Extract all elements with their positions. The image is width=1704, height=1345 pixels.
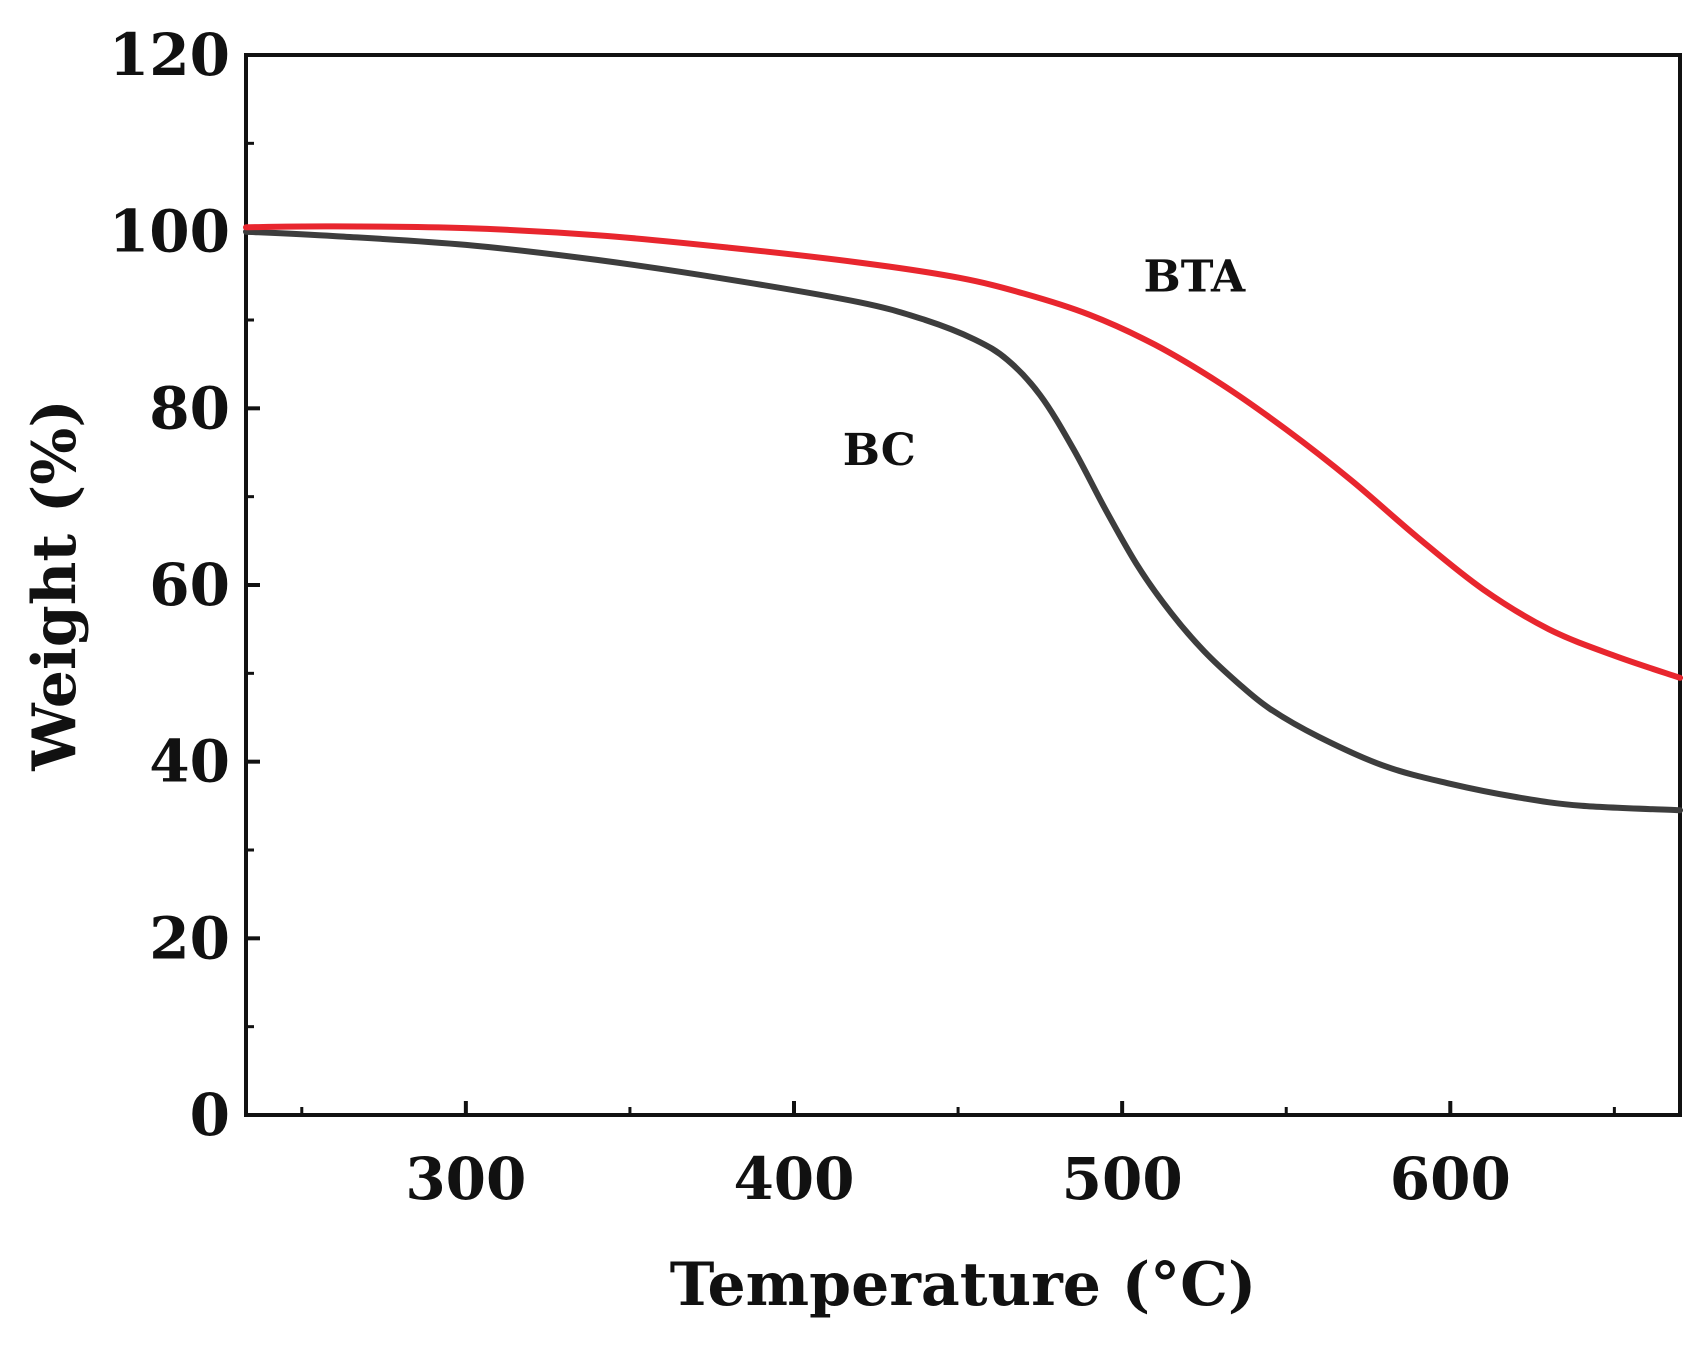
y-tick-label: 0 <box>190 1081 230 1149</box>
y-tick-label: 120 <box>109 21 230 89</box>
y-tick-label: 20 <box>149 904 230 972</box>
x-axis-title: Temperature (°C) <box>670 1250 1257 1320</box>
x-tick-label: 300 <box>405 1145 526 1213</box>
annotation-layer: BTA BC <box>843 252 1246 476</box>
y-axis-title: Weight (%) <box>20 399 90 771</box>
y-tick-label: 60 <box>149 551 230 619</box>
series-layer <box>243 223 1683 814</box>
y-tick-label: 40 <box>149 728 230 796</box>
series-label-bc: BC <box>843 425 916 476</box>
series-line-bc <box>243 228 1683 814</box>
y-tick-label: 100 <box>109 198 230 266</box>
series-label-bta: BTA <box>1144 252 1247 303</box>
y-tick-label: 80 <box>149 374 230 442</box>
x-tick-label: 500 <box>1062 1145 1183 1213</box>
y-axis-ticks: 0 20 40 60 80 100 120 <box>109 21 260 1149</box>
x-tick-label: 400 <box>733 1145 854 1213</box>
series-line-bta <box>243 223 1683 681</box>
plot-frame <box>244 53 1682 1117</box>
x-tick-label: 600 <box>1390 1145 1511 1213</box>
x-axis-ticks: 300 400 500 600 <box>300 1101 1616 1213</box>
